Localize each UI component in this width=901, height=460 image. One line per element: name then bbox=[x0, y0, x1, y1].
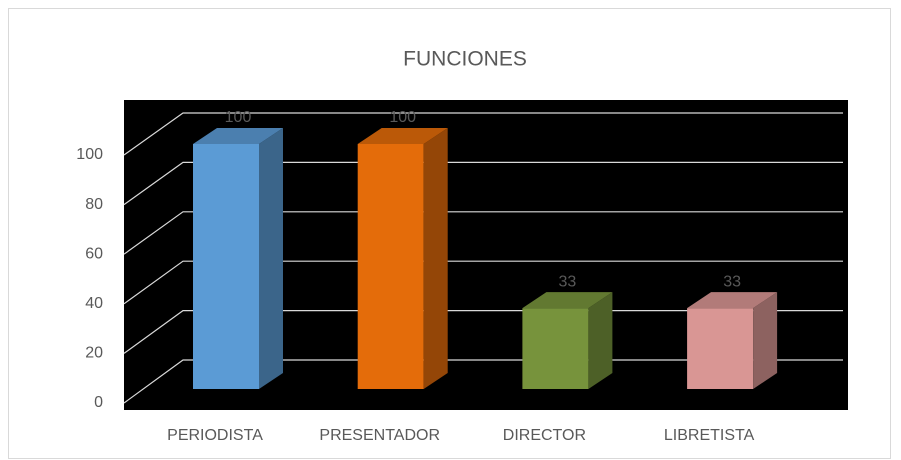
bar bbox=[193, 144, 259, 389]
x-tick-label: LIBRETISTA bbox=[664, 427, 755, 444]
bar-top bbox=[522, 292, 613, 309]
y-tick-label: 0 bbox=[94, 394, 103, 411]
bar-side bbox=[588, 292, 613, 389]
value-label: 33 bbox=[723, 273, 741, 290]
y-tick-label: 20 bbox=[85, 345, 103, 362]
bar bbox=[522, 308, 589, 389]
value-label: 33 bbox=[559, 273, 577, 290]
grid-line bbox=[123, 211, 843, 255]
bar bbox=[687, 308, 754, 389]
grid-line bbox=[123, 112, 843, 156]
bar bbox=[357, 144, 424, 389]
chart-title: FUNCIONES bbox=[403, 48, 527, 71]
y-tick-label: 80 bbox=[85, 196, 103, 213]
value-label: 100 bbox=[225, 109, 252, 126]
grid-line bbox=[123, 161, 843, 206]
y-tick-label: 60 bbox=[85, 245, 103, 262]
bar-side bbox=[259, 128, 283, 389]
bar-side bbox=[423, 128, 448, 389]
bar-top bbox=[687, 292, 778, 309]
bar-top bbox=[357, 128, 448, 144]
grid-line bbox=[123, 310, 843, 354]
grid-line bbox=[123, 359, 843, 404]
y-tick-label: 100 bbox=[76, 146, 103, 163]
x-tick-label: PRESENTADOR bbox=[319, 427, 440, 444]
grid-line bbox=[123, 260, 843, 305]
bar-top bbox=[193, 128, 283, 144]
x-tick-label: DIRECTOR bbox=[503, 427, 586, 444]
value-label: 100 bbox=[389, 109, 416, 126]
bar-side bbox=[753, 292, 778, 389]
x-tick-label: PERIODISTA bbox=[167, 427, 263, 444]
y-tick-label: 40 bbox=[85, 295, 103, 312]
